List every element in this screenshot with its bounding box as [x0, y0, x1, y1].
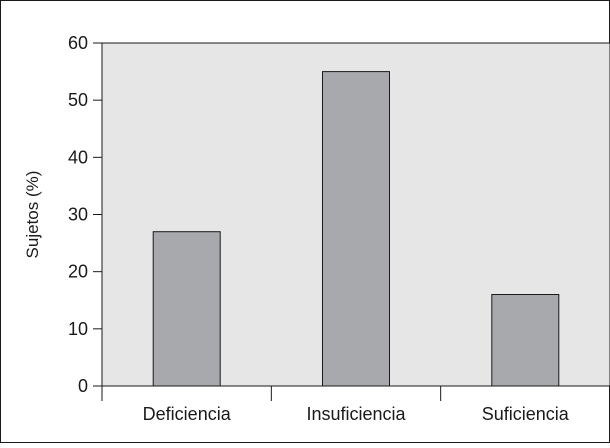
y-axis-title: Sujetos (%)	[23, 171, 42, 259]
bar-deficiencia	[152, 231, 221, 387]
bar-suficiencia	[491, 294, 560, 387]
x-tick-label: Insuficiencia	[306, 404, 406, 424]
y-tick-label: 30	[68, 205, 88, 225]
y-tick-label: 20	[68, 262, 88, 282]
y-axis: 0 10 20 30 40 50 60	[68, 33, 103, 396]
x-axis: Deficiencia Insuficiencia Suficiencia	[101, 385, 610, 424]
y-tick-label: 10	[68, 319, 88, 339]
y-tick-label: 60	[68, 33, 88, 53]
x-tick-label: Deficiencia	[143, 404, 232, 424]
y-tick-label: 50	[68, 90, 88, 110]
bar-insuficiencia	[322, 71, 390, 387]
y-tick-label: 0	[78, 376, 88, 396]
x-tick-label: Suficiencia	[482, 404, 570, 424]
y-tick-label: 40	[68, 147, 88, 167]
